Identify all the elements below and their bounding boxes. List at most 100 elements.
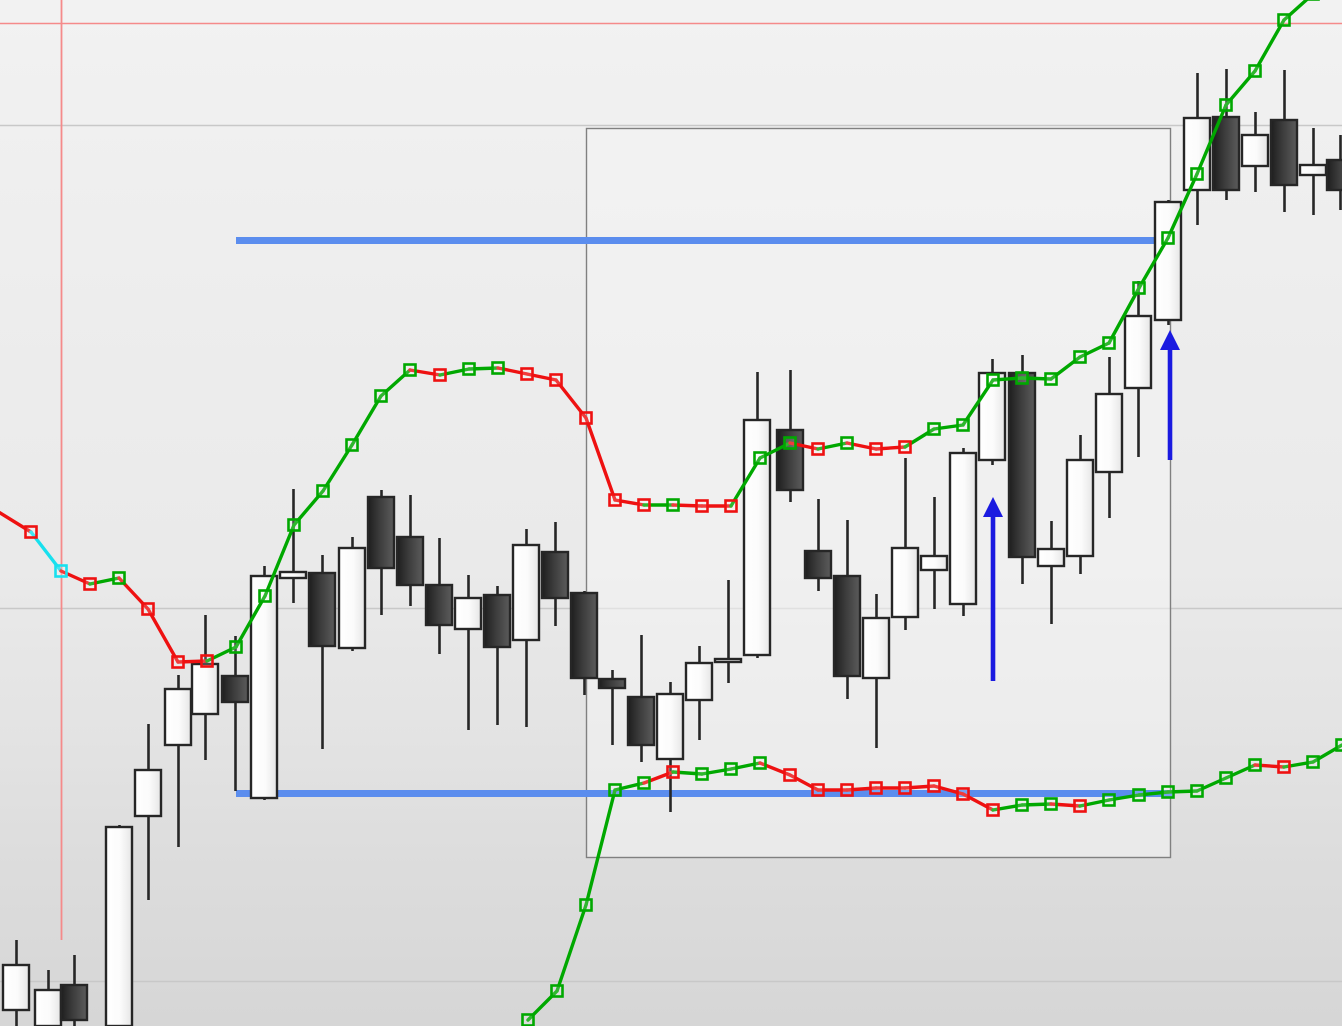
candlestick[interactable]	[832, 520, 862, 699]
indicator-marker[interactable]	[986, 373, 1000, 387]
indicator-marker[interactable]	[433, 368, 447, 382]
indicator-marker[interactable]	[520, 367, 534, 381]
indicator-marker[interactable]	[345, 438, 359, 452]
indicator-marker[interactable]	[986, 803, 1000, 817]
candlestick[interactable]	[1094, 357, 1124, 518]
candlestick[interactable]	[453, 575, 483, 730]
candlestick[interactable]	[1211, 69, 1241, 200]
indicator-marker[interactable]	[927, 422, 941, 436]
candlestick[interactable]	[655, 682, 685, 812]
candlestick[interactable]	[133, 724, 163, 900]
candlestick[interactable]	[948, 448, 978, 616]
indicator-marker[interactable]	[1015, 798, 1029, 812]
candlestick[interactable]	[861, 594, 891, 748]
candlestick[interactable]	[104, 825, 134, 1026]
indicator-marker[interactable]	[1044, 372, 1058, 386]
indicator-marker[interactable]	[666, 498, 680, 512]
indicator-marker[interactable]	[1073, 799, 1087, 813]
candlestick[interactable]	[482, 586, 512, 725]
indicator-marker[interactable]	[1248, 64, 1262, 78]
indicator-marker[interactable]	[1190, 784, 1204, 798]
indicator-marker[interactable]	[1219, 771, 1233, 785]
indicator-marker[interactable]	[1161, 231, 1175, 245]
candlestick[interactable]	[626, 635, 656, 762]
indicator-marker[interactable]	[840, 436, 854, 450]
indicator-marker[interactable]	[637, 498, 651, 512]
indicator-lower-band[interactable]	[521, 738, 1342, 1026]
candlestick[interactable]	[395, 495, 425, 606]
indicator-marker[interactable]	[1015, 371, 1029, 385]
candlestick[interactable]	[366, 490, 396, 615]
indicator-marker[interactable]	[1219, 98, 1233, 112]
candlestick[interactable]	[190, 615, 220, 760]
indicator-marker[interactable]	[898, 781, 912, 795]
indicator-marker[interactable]	[608, 783, 622, 797]
indicator-marker[interactable]	[491, 361, 505, 375]
candlestick[interactable]	[977, 359, 1007, 465]
candlestick[interactable]	[1240, 112, 1270, 192]
candlestick[interactable]	[1123, 281, 1153, 457]
indicator-marker[interactable]	[1102, 793, 1116, 807]
indicator-marker[interactable]	[403, 363, 417, 377]
indicator-marker[interactable]	[229, 640, 243, 654]
indicator-marker[interactable]	[24, 525, 38, 539]
candlestick[interactable]	[540, 522, 570, 626]
indicator-marker[interactable]	[666, 765, 680, 779]
indicator-marker[interactable]	[869, 442, 883, 456]
indicator-marker[interactable]	[869, 781, 883, 795]
indicator-marker[interactable]	[956, 418, 970, 432]
signal-arrow-up[interactable]	[1160, 330, 1180, 460]
indicator-marker[interactable]	[316, 484, 330, 498]
signal-arrow-up[interactable]	[983, 497, 1003, 681]
indicator-marker[interactable]	[724, 499, 738, 513]
candlestick[interactable]	[59, 955, 89, 1026]
candlestick[interactable]	[1325, 135, 1342, 210]
indicator-marker[interactable]	[171, 655, 185, 669]
candlestick[interactable]	[775, 370, 805, 502]
indicator-upper-band[interactable]	[0, 0, 1320, 669]
candlestick[interactable]	[278, 489, 308, 603]
indicator-marker[interactable]	[54, 564, 68, 578]
candlestick[interactable]	[511, 529, 541, 727]
indicator-marker[interactable]	[287, 518, 301, 532]
candlestick[interactable]	[803, 499, 833, 591]
candlestick[interactable]	[337, 537, 367, 651]
indicator-marker[interactable]	[637, 776, 651, 790]
indicator-marker[interactable]	[956, 787, 970, 801]
indicator-marker[interactable]	[898, 440, 912, 454]
candlestick[interactable]	[684, 646, 714, 740]
indicator-marker[interactable]	[1277, 760, 1291, 774]
indicator-marker[interactable]	[695, 767, 709, 781]
indicator-marker[interactable]	[783, 768, 797, 782]
candlestick[interactable]	[307, 555, 337, 749]
candlestick[interactable]	[1, 940, 31, 1026]
indicator-marker[interactable]	[840, 783, 854, 797]
indicator-marker[interactable]	[1248, 758, 1262, 772]
indicator-marker[interactable]	[724, 762, 738, 776]
indicator-marker[interactable]	[579, 411, 593, 425]
indicator-marker[interactable]	[1132, 788, 1146, 802]
indicator-marker[interactable]	[1190, 167, 1204, 181]
indicator-marker[interactable]	[1306, 755, 1320, 769]
indicator-marker[interactable]	[753, 451, 767, 465]
indicator-marker[interactable]	[1073, 350, 1087, 364]
candlestick[interactable]	[597, 670, 627, 745]
indicator-marker[interactable]	[550, 984, 564, 998]
indicator-marker[interactable]	[549, 373, 563, 387]
candlestick[interactable]	[1065, 435, 1095, 574]
indicator-marker[interactable]	[811, 442, 825, 456]
candlestick[interactable]	[220, 636, 250, 791]
indicator-marker[interactable]	[1132, 281, 1146, 295]
candlestick[interactable]	[569, 591, 599, 695]
indicator-marker[interactable]	[258, 589, 272, 603]
candlestick[interactable]	[713, 580, 743, 683]
indicator-marker[interactable]	[462, 362, 476, 376]
indicator-marker[interactable]	[608, 493, 622, 507]
indicator-marker[interactable]	[200, 654, 214, 668]
indicator-marker[interactable]	[927, 779, 941, 793]
indicator-marker[interactable]	[783, 436, 797, 450]
